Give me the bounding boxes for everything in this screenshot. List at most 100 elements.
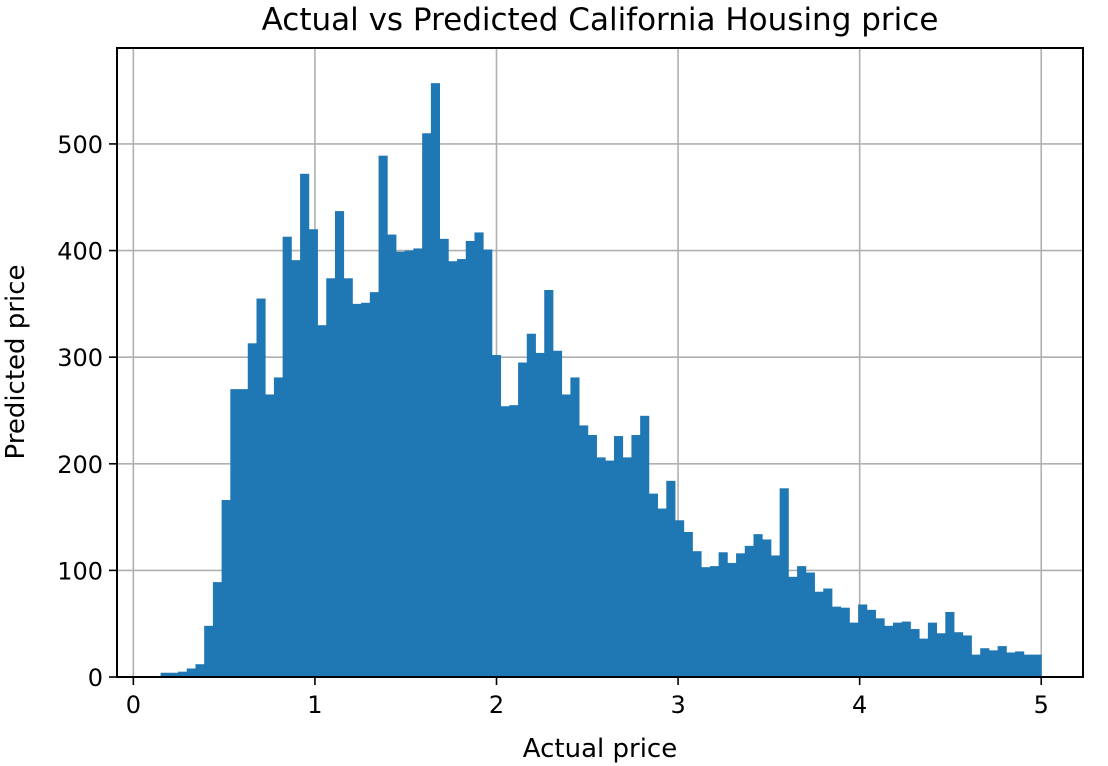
histogram-bar bbox=[788, 576, 798, 677]
histogram-bar bbox=[910, 629, 920, 677]
histogram-bar bbox=[831, 606, 842, 677]
histogram-bar bbox=[448, 261, 458, 677]
histogram-bar bbox=[954, 632, 964, 677]
histogram-bar bbox=[1015, 651, 1025, 677]
histogram-bar bbox=[265, 394, 275, 677]
histogram-bar bbox=[605, 460, 615, 677]
x-tick-label: 4 bbox=[852, 691, 867, 719]
histogram-bar bbox=[509, 405, 519, 677]
histogram-bar bbox=[369, 292, 379, 677]
histogram-bar bbox=[622, 457, 632, 677]
histogram-bar bbox=[962, 635, 972, 677]
histogram-bar bbox=[465, 240, 475, 677]
histogram-bar bbox=[500, 406, 510, 677]
histogram-bar bbox=[971, 654, 981, 677]
histogram-bar bbox=[657, 508, 667, 677]
histogram-bar bbox=[256, 298, 266, 677]
histogram-bar bbox=[483, 249, 493, 678]
histogram-bar bbox=[387, 234, 397, 677]
x-tick-label: 1 bbox=[307, 691, 322, 719]
histogram-bar bbox=[596, 457, 606, 677]
histogram-bar bbox=[683, 532, 693, 677]
histogram-bar bbox=[675, 520, 685, 677]
histogram-bar bbox=[988, 650, 999, 677]
histogram-bar bbox=[404, 250, 414, 677]
histogram-bar bbox=[1006, 652, 1016, 677]
y-tick-label: 500 bbox=[57, 131, 103, 159]
histogram-bar bbox=[901, 621, 911, 677]
histogram-bar bbox=[334, 211, 345, 678]
histogram-bar bbox=[770, 555, 781, 677]
histogram-bar bbox=[413, 248, 423, 677]
histogram-bar bbox=[561, 394, 571, 677]
histogram-bar bbox=[727, 562, 737, 677]
histogram-bar bbox=[169, 672, 179, 677]
histogram-bar bbox=[1023, 654, 1033, 677]
histogram-bar bbox=[744, 545, 754, 677]
histogram-bar bbox=[352, 303, 362, 677]
histogram-bar bbox=[736, 553, 746, 677]
histogram-bar bbox=[526, 333, 536, 677]
histogram-bar bbox=[997, 646, 1007, 677]
histogram-bar bbox=[273, 377, 284, 677]
histogram-bar bbox=[640, 415, 650, 677]
histogram-bar bbox=[221, 500, 231, 677]
histogram-bar bbox=[204, 625, 214, 677]
histogram-bar bbox=[247, 343, 257, 677]
histogram-bar bbox=[552, 350, 563, 677]
histogram-bar bbox=[919, 638, 929, 677]
histogram-bar bbox=[361, 302, 371, 677]
histogram-bar bbox=[430, 83, 440, 678]
histogram-bar bbox=[579, 425, 589, 677]
histogram-bar bbox=[491, 355, 502, 677]
histogram-bar bbox=[692, 551, 702, 677]
histogram-bar bbox=[753, 534, 763, 677]
histogram-bar bbox=[797, 566, 807, 677]
chart-title: Actual vs Predicted California Housing p… bbox=[262, 2, 939, 38]
y-tick-label: 200 bbox=[57, 451, 103, 479]
histogram-bar bbox=[317, 325, 327, 677]
histogram-bar bbox=[762, 539, 772, 677]
x-axis-label: Actual price bbox=[523, 734, 677, 764]
y-tick-label: 100 bbox=[57, 557, 103, 585]
x-tick-label: 5 bbox=[1034, 691, 1049, 719]
histogram-bar bbox=[212, 582, 223, 677]
histogram-bar bbox=[814, 591, 824, 677]
histogram-bars bbox=[160, 83, 1042, 678]
y-axis-label: Predicted price bbox=[1, 264, 31, 459]
histogram-bar bbox=[718, 552, 728, 677]
histogram-bar bbox=[875, 618, 885, 677]
histogram-bar bbox=[779, 488, 789, 677]
histogram-bar bbox=[587, 434, 597, 677]
histogram-bar bbox=[282, 236, 292, 677]
histogram-bar bbox=[544, 290, 554, 677]
histogram-bar bbox=[866, 609, 876, 677]
histogram-bar bbox=[326, 278, 336, 677]
histogram-bar bbox=[518, 362, 528, 677]
histogram-bar bbox=[300, 173, 310, 678]
histogram-bar bbox=[840, 607, 850, 677]
histogram-bar bbox=[186, 668, 196, 677]
histogram-bar bbox=[439, 238, 449, 677]
axis-ticks: 0 1 2 3 4 5 0 100 200 300 400 500 bbox=[57, 131, 1049, 719]
histogram-bar bbox=[422, 133, 432, 678]
histogram-bar bbox=[343, 278, 353, 677]
histogram-bar bbox=[666, 480, 676, 677]
histogram-bar bbox=[631, 434, 641, 677]
histogram-bar bbox=[709, 566, 720, 677]
histogram-bar bbox=[291, 260, 301, 677]
histogram-bar bbox=[195, 664, 205, 677]
histogram-bar bbox=[893, 622, 903, 677]
histogram-bar bbox=[980, 648, 990, 677]
histogram-bar bbox=[884, 625, 894, 677]
histogram-bar bbox=[613, 436, 624, 677]
histogram-bar bbox=[308, 229, 318, 678]
histogram-bar bbox=[230, 389, 240, 677]
histogram-bar bbox=[535, 352, 545, 677]
histogram-bar bbox=[805, 572, 815, 677]
histogram-bar bbox=[378, 155, 388, 677]
histogram-bar bbox=[849, 622, 859, 677]
x-tick-label: 0 bbox=[126, 691, 141, 719]
y-tick-label: 300 bbox=[57, 344, 103, 372]
histogram-bar bbox=[457, 259, 467, 677]
